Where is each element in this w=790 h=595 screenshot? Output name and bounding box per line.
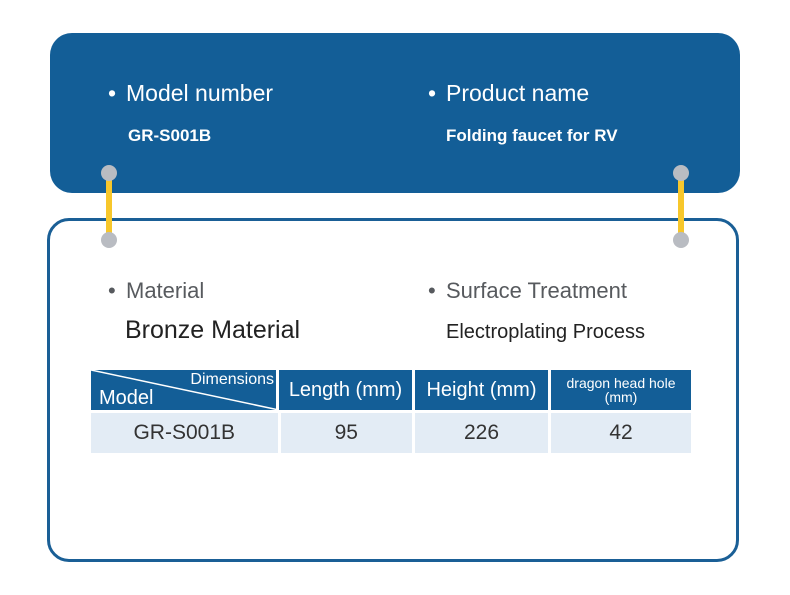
connector-dot-right-bottom [673,232,689,248]
header-dragon-head-hole: dragon head hole (mm) [549,370,691,412]
product-name-label: • Product name [428,80,590,106]
bullet-icon: • [108,278,116,303]
cell-length: 95 [279,410,415,453]
cell-height: 226 [413,410,551,453]
table-row: GR-S001B 95 226 42 [91,410,691,453]
diagonal-divider [91,370,279,410]
surface-treatment-value: Electroplating Process [446,321,645,343]
dimensions-table: Dimensions Model Length (mm) Height (mm)… [91,370,691,453]
model-number-value: GR-S001B [128,126,212,145]
connector-dot-right-top [673,165,689,181]
info-card-top [50,33,740,193]
bullet-icon: • [428,80,437,106]
surface-treatment-label: • Surface Treatment [428,278,627,303]
connector-left [106,175,112,237]
product-name-value: Folding faucet for RV [446,126,618,145]
material-value: Bronze Material [125,316,301,344]
bullet-icon: • [108,80,117,106]
cell-dragon-head-hole: 42 [549,410,691,453]
connector-right [678,175,684,237]
model-number-label: • Model number [108,80,274,106]
header-height: Height (mm) [413,370,551,412]
connector-dot-left-top [101,165,117,181]
cell-model: GR-S001B [91,410,281,453]
table-corner-header: Dimensions Model [91,370,279,410]
corner-model-label: Model [99,387,154,409]
connector-dot-left-bottom [101,232,117,248]
material-label: • Material [108,278,205,303]
header-length: Length (mm) [279,370,415,412]
table-header-row: Dimensions Model Length (mm) Height (mm)… [91,370,691,412]
corner-dimensions-label: Dimensions [190,371,274,388]
bullet-icon: • [428,278,436,303]
